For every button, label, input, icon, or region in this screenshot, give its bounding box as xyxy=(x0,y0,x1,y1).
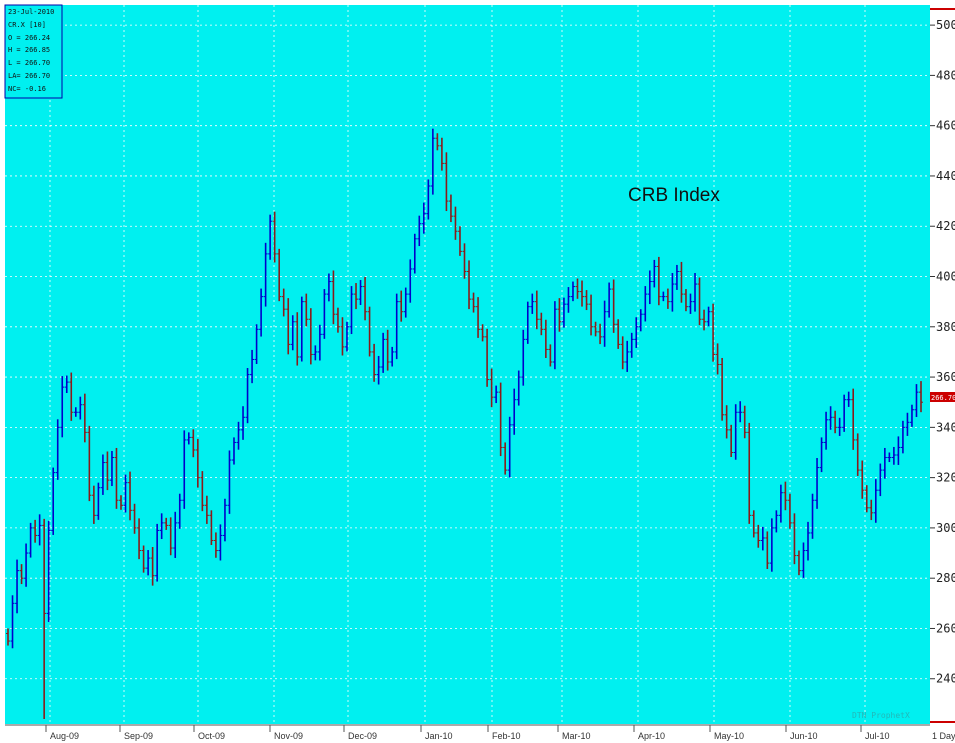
svg-text:266.70: 266.70 xyxy=(931,394,955,402)
y-tick-label: 400 xyxy=(936,270,955,284)
y-tick-label: 360 xyxy=(936,370,955,384)
x-tick-label: 1 Day xyxy=(932,731,955,741)
y-tick-label: 440 xyxy=(936,169,955,183)
x-tick-label: Apr-10 xyxy=(638,731,665,741)
y-tick-label: 240 xyxy=(936,672,955,686)
x-tick-label: Sep-09 xyxy=(124,731,153,741)
y-tick-label: 300 xyxy=(936,521,955,535)
y-tick-label: 500 xyxy=(936,18,955,32)
x-tick-label: Jul-10 xyxy=(865,731,890,741)
y-tick-label: 340 xyxy=(936,420,955,434)
x-tick-label: Feb-10 xyxy=(492,731,521,741)
y-tick-label: 460 xyxy=(936,119,955,133)
info-change: NC= -0.16 xyxy=(8,85,46,93)
x-tick-label: Aug-09 xyxy=(50,731,79,741)
y-tick-label: 480 xyxy=(936,68,955,82)
x-tick-label: Jan-10 xyxy=(425,731,453,741)
y-axis-ticks: 240 260 280 300 320 340 360 380 400 420 440 460 480 5… xyxy=(930,18,955,686)
info-box: 23-Jul-2010 CR.X [10] O = 266.24 H = 266… xyxy=(4,4,63,99)
last-price-tag: 266.70 xyxy=(930,392,955,402)
x-tick-label: Dec-09 xyxy=(348,731,377,741)
x-tick-label: Oct-09 xyxy=(198,731,225,741)
x-tick-label: May-10 xyxy=(714,731,744,741)
price-bars xyxy=(6,128,923,719)
y-tick-label: 280 xyxy=(936,571,955,585)
info-last: LA= 266.70 xyxy=(8,72,50,80)
x-axis-ticks: Aug-09 Sep-09 Oct-09 Nov-09 Dec-09 Jan-10 Feb-… xyxy=(45,725,955,741)
info-low: L = 266.70 xyxy=(8,59,50,67)
y-axis-panel xyxy=(930,5,955,724)
y-tick-label: 260 xyxy=(936,621,955,635)
y-tick-label: 420 xyxy=(936,219,955,233)
info-date: 23-Jul-2010 xyxy=(8,8,54,16)
info-high: H = 266.85 xyxy=(8,46,50,54)
y-tick-label: 380 xyxy=(936,320,955,334)
y-tick-label: 320 xyxy=(936,471,955,485)
x-tick-label: Mar-10 xyxy=(562,731,591,741)
x-tick-label: Nov-09 xyxy=(274,731,303,741)
info-symbol: CR.X [10] xyxy=(8,21,46,29)
watermark: DTN ProphetX xyxy=(852,711,910,720)
x-tick-label: Jun-10 xyxy=(790,731,818,741)
plot-background xyxy=(5,5,930,724)
chart-title: CRB Index xyxy=(628,185,720,206)
x-axis-panel xyxy=(5,724,955,743)
info-open: O = 266.24 xyxy=(8,34,50,42)
